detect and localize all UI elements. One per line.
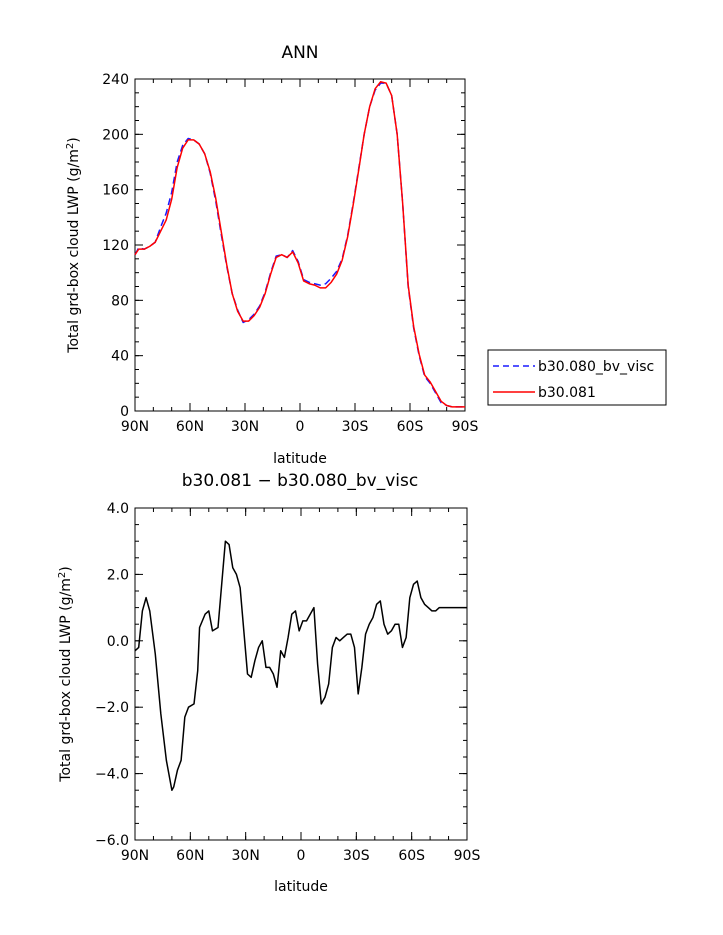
panel-bottom: b30.081 − b30.080_bv_visc 90N 60N 30N 0 30S 6… [57,471,481,895]
x-tick-label: 90S [452,419,479,435]
y-tick-label: 200 [102,127,129,143]
legend-frame [487,349,667,406]
x-tick-label: 90N [121,419,149,435]
panel-bottom-series [134,540,467,791]
x-tick-label: 60N [176,419,204,435]
series-line-difference [134,540,467,791]
y-tick-label: −4.0 [95,767,129,783]
panel-bottom-plot: 90N 60N 30N 0 30S 60S 90S −6.0 −4.0 −2.0 0.0 2.0 4.0 [95,501,480,864]
panel-bottom-ylabel: Total grd-box cloud LWP (g/m2) [57,566,75,782]
legend-label-081: b30.081 [538,385,596,401]
y-tick-label: 2.0 [107,567,129,583]
x-tick-label: 0 [296,419,305,435]
panel-top-title: ANN [281,43,318,63]
y-tick-label: 240 [102,72,129,88]
legend: b30.080_bv_visc b30.081 [487,349,667,406]
panel-top-xlabel: latitude [273,451,327,467]
y-tick-label: −2.0 [95,700,129,716]
series-line-b30-081 [134,81,465,408]
x-tick-label: 30N [231,419,259,435]
y-tick-label: 40 [111,349,129,365]
panel-top-frame [134,78,466,412]
panel-top: ANN 90N 60N 30N 0 30S 60S 90S 0 40 80 120 160 200 240… [65,43,667,467]
x-tick-label: 60S [398,848,425,864]
y-tick-label: 80 [111,293,129,309]
panel-top-plot: 90N 60N 30N 0 30S 60S 90S 0 40 80 120 160 200 240 [102,72,478,435]
series-line-b30-080-bv-visc [134,82,465,408]
y-tick-label: −6.0 [95,833,129,849]
x-tick-label: 30N [232,848,260,864]
x-tick-label: 30S [343,848,370,864]
x-tick-label: 90N [121,848,149,864]
y-tick-label: 0.0 [107,634,129,650]
y-tick-label: 4.0 [107,501,129,517]
y-tick-label: 160 [102,183,129,199]
x-tick-label: 60S [397,419,424,435]
panel-bottom-ticks: 90N 60N 30N 0 30S 60S 90S −6.0 −4.0 −2.0 0.0 2.0 4.0 [95,501,480,864]
y-tick-label: 0 [120,404,129,420]
panel-bottom-xlabel: latitude [274,879,328,895]
panel-top-ylabel: Total grd-box cloud LWP (g/m2) [65,137,83,353]
x-tick-label: 60N [176,848,204,864]
x-tick-label: 90S [454,848,481,864]
y-tick-label: 120 [102,238,129,254]
legend-label-bv-visc: b30.080_bv_visc [538,359,654,375]
panel-top-ticks: 90N 60N 30N 0 30S 60S 90S 0 40 80 120 160 200 240 [102,72,478,435]
panel-bottom-title: b30.081 − b30.080_bv_visc [182,471,418,491]
x-tick-label: 0 [297,848,306,864]
x-tick-label: 30S [342,419,369,435]
panel-top-series [134,81,465,408]
panel-bottom-frame [134,507,468,841]
